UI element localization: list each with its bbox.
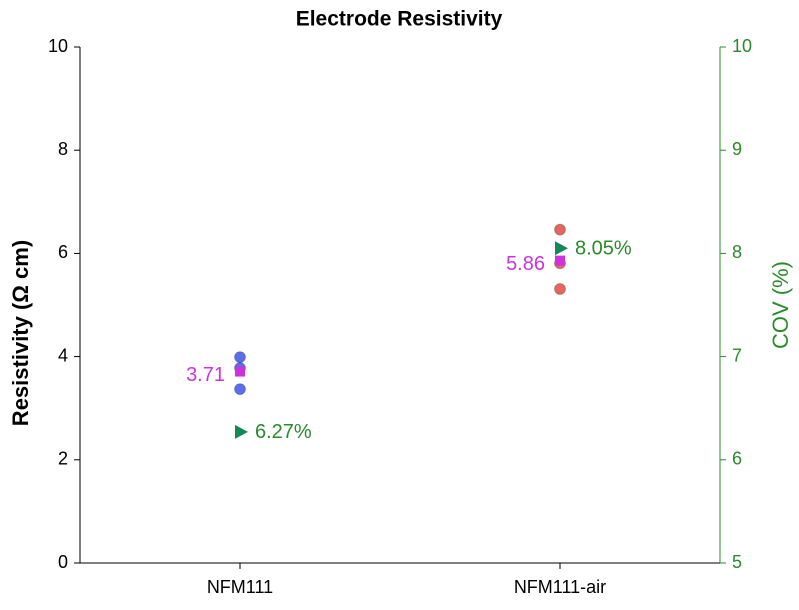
y2-tick-label: 9 — [732, 139, 742, 159]
data-point — [234, 351, 246, 364]
cov-marker — [555, 241, 568, 256]
y2-tick-label: 8 — [732, 242, 742, 262]
x-tick-label: NFM111 — [207, 577, 273, 597]
y-tick-label: 2 — [58, 449, 68, 469]
chart-title: Electrode Resistivity — [296, 8, 503, 31]
y2-tick-label: 5 — [732, 552, 742, 572]
y2-tick-label: 7 — [732, 345, 742, 365]
y2-tick-label: 6 — [732, 449, 742, 469]
y-tick-label: 6 — [58, 242, 68, 262]
data-label: 3.71 — [186, 364, 225, 386]
data-label: 8.05% — [575, 238, 632, 260]
data-point — [234, 383, 246, 396]
y2-axis-label: COV (%) — [768, 261, 793, 349]
mean-marker — [235, 366, 245, 377]
y-tick-label: 8 — [58, 139, 68, 159]
x-tick-label: NFM111-air — [514, 577, 606, 597]
data-label: 6.27% — [255, 421, 312, 443]
mean-marker — [555, 255, 565, 266]
data-point — [554, 223, 566, 236]
y-tick-label: 4 — [58, 345, 68, 365]
y2-tick-label: 10 — [732, 36, 752, 56]
cov-marker — [235, 424, 248, 439]
data-point — [554, 283, 566, 296]
data-label: 5.86 — [506, 253, 545, 275]
y-tick-label: 0 — [58, 552, 68, 572]
y-axis-label: Resistivity (Ω cm) — [8, 240, 33, 426]
y-tick-label: 10 — [48, 36, 68, 56]
